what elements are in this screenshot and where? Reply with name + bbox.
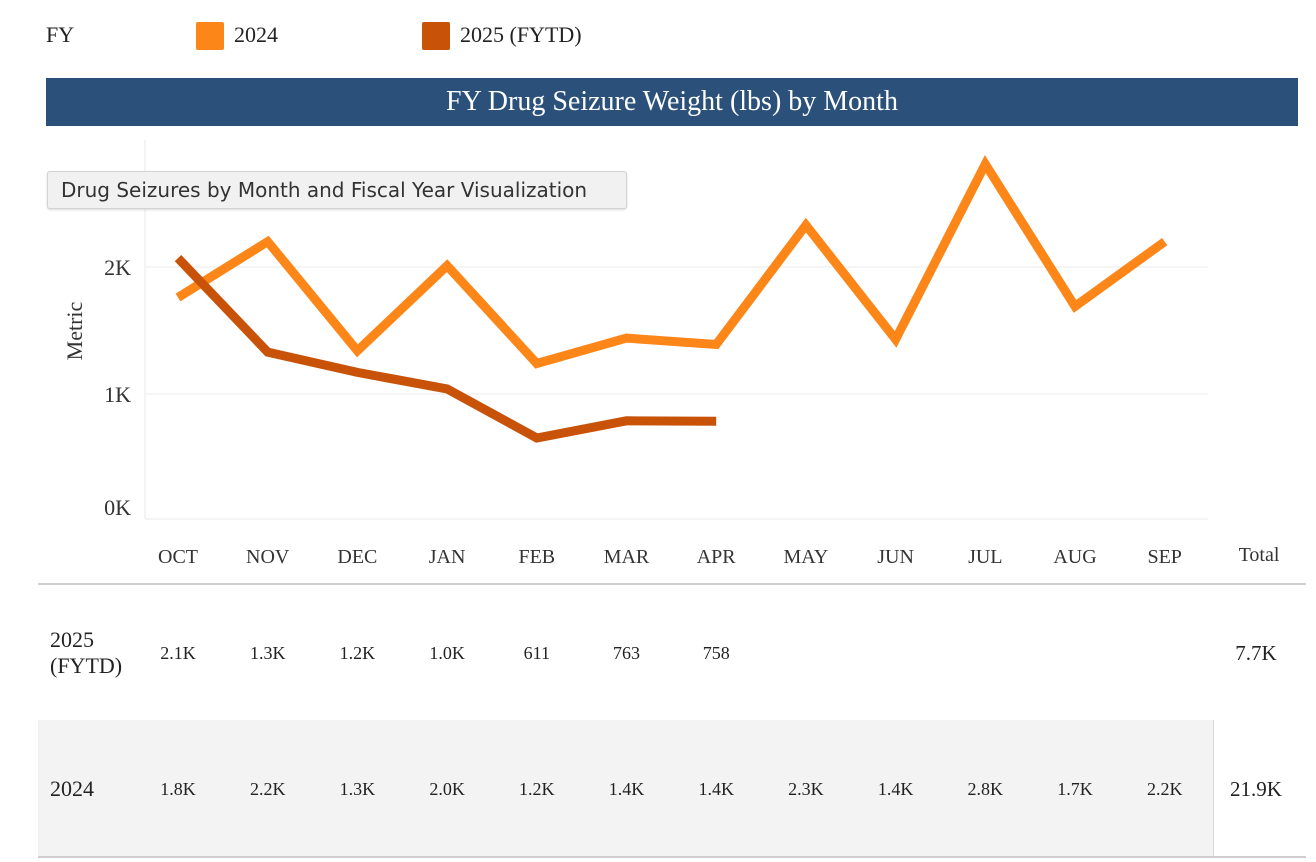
line-chart: 0K 1K 2K Metric OCT NOV DEC JAN FEB MAR APR MAY JUN J…	[62, 140, 1280, 568]
y-tick-label: 1K	[104, 382, 131, 407]
y-tick-label: 0K	[104, 495, 131, 520]
table-top-border	[38, 583, 1306, 585]
table-cell: 2.3K	[788, 779, 824, 799]
legend-label-2025: 2025 (FYTD)	[460, 22, 582, 47]
table-cell: 1.4K	[608, 779, 645, 799]
legend-title: FY	[46, 22, 75, 47]
x-tick-label-aug: AUG	[1053, 546, 1096, 568]
table-cell: 1.8K	[160, 779, 196, 799]
row-background-2024	[38, 720, 1214, 856]
x-tick-label-mar: MAR	[604, 546, 650, 568]
x-tick-label-sep: SEP	[1147, 546, 1181, 568]
table-cell: 1.2K	[339, 643, 376, 663]
table-cell: 763	[613, 643, 640, 663]
legend: FY 2024 2025 (FYTD)	[46, 18, 746, 52]
series-line-2024	[175, 155, 1168, 369]
table-cell: 2.0K	[429, 779, 465, 799]
tooltip: Drug Seizures by Month and Fiscal Year V…	[47, 171, 627, 209]
table-cell: 1.3K	[339, 779, 376, 799]
table-bottom-border	[38, 856, 1306, 858]
x-tick-label-nov: NOV	[246, 546, 290, 568]
table-cell: 1.0K	[429, 643, 465, 663]
row-total: 7.7K	[1235, 641, 1277, 665]
table-cell: 1.4K	[698, 779, 734, 799]
x-tick-label-jul: JUL	[968, 546, 1002, 568]
table-cell: 758	[702, 643, 730, 663]
table-cell: 2.8K	[967, 779, 1004, 799]
table-cell: 1.7K	[1057, 779, 1093, 799]
legend-swatch-2025	[422, 22, 450, 50]
x-tick-label-may: MAY	[783, 546, 828, 568]
chart-title: FY Drug Seizure Weight (lbs) by Month	[46, 78, 1298, 126]
table-cell: 611	[523, 643, 550, 663]
table-cell: 2.1K	[160, 643, 196, 663]
row-label: 2024	[50, 776, 94, 801]
total-column-divider	[1213, 720, 1214, 856]
legend-label-2024: 2024	[234, 22, 278, 47]
x-tick-label-oct: OCT	[158, 546, 198, 568]
row-label: 2025 (FYTD)	[50, 627, 123, 678]
x-tick-label-feb: FEB	[518, 546, 555, 568]
table-cell: 2.2K	[1146, 779, 1183, 799]
table-cell: 1.2K	[519, 779, 555, 799]
x-tick-label-jan: JAN	[429, 546, 466, 568]
table-cell: 1.3K	[249, 643, 286, 663]
y-axis-label: Metric	[62, 301, 87, 360]
x-tick-label-jun: JUN	[877, 546, 914, 568]
legend-swatch-2024	[196, 22, 224, 50]
table-cell: 1.4K	[877, 779, 914, 799]
x-tick-label-apr: APR	[697, 546, 737, 568]
series-line-2025	[174, 254, 717, 443]
x-tick-label-dec: DEC	[337, 546, 377, 568]
table-cell: 2.2K	[249, 779, 286, 799]
total-header: Total	[1239, 544, 1280, 566]
y-tick-label: 2K	[104, 255, 131, 280]
row-total: 21.9K	[1230, 777, 1282, 801]
